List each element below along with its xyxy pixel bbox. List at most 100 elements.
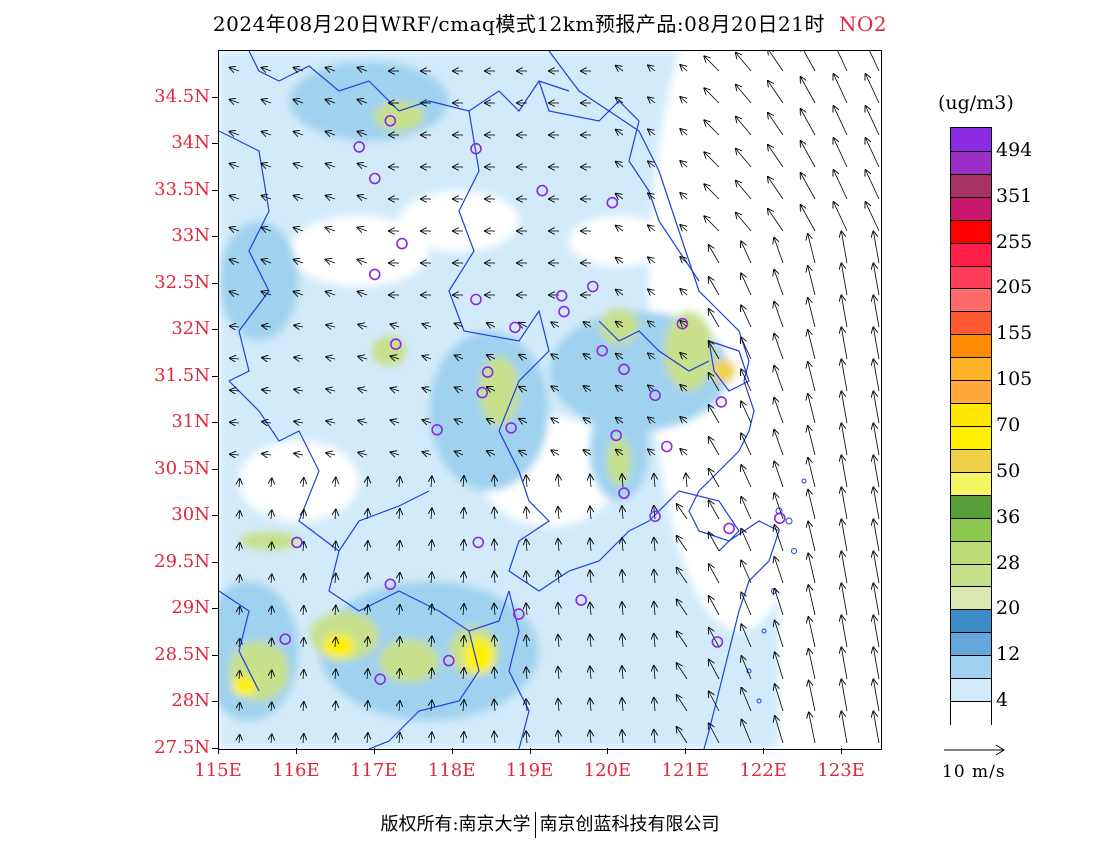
station-marker[interactable] [384,578,397,591]
wind-arrow [558,475,559,488]
station-marker[interactable] [606,196,619,209]
station-marker[interactable] [596,344,609,357]
wind-arrow [841,712,848,744]
station-marker[interactable] [512,608,525,620]
wind-arrow [704,88,720,104]
lon-tick-mark [763,748,765,754]
station-marker[interactable] [470,293,482,306]
station-marker[interactable] [369,172,381,185]
station-marker[interactable] [649,389,661,402]
wind-arrow [869,51,880,72]
station-marker[interactable] [715,396,728,408]
wind-arrow [558,731,559,744]
station-marker[interactable] [555,290,568,302]
wind-arrow [239,575,240,584]
hotspot [664,311,714,391]
peak-hotspot [464,638,494,674]
wind-arrow [494,540,495,552]
station-marker[interactable] [384,115,397,127]
wind-arrow [519,355,528,359]
wind-arrow [741,337,752,360]
wind-arrow [709,723,720,744]
station-marker[interactable] [575,594,588,606]
station-marker[interactable] [610,429,623,442]
station-marker[interactable] [369,268,381,281]
wind-arrow [358,325,368,328]
wind-arrow [551,322,560,327]
wind-arrow [736,149,752,168]
wind-arrow [271,638,272,648]
wind-arrow [616,162,624,167]
station-marker[interactable] [279,633,291,646]
wind-arrow [239,511,240,520]
lat-tick-label: 31.5N [154,364,210,386]
station-marker[interactable] [618,487,630,499]
station-marker[interactable] [481,366,494,378]
wind-arrow [873,360,880,392]
station-marker[interactable] [509,321,521,334]
wind-arrow [709,309,720,328]
wind-arrow [590,475,591,488]
map-canvas[interactable] [219,51,881,749]
colorbar-segment [951,403,991,428]
lat-tick-mark [212,748,218,749]
wind-arrow [262,326,272,327]
wind-arrow [834,138,848,168]
wind-arrow [303,478,304,488]
wind-arrow [809,713,816,744]
hotspot [239,531,299,551]
wind-arrow [294,292,304,295]
station-marker[interactable] [443,654,455,667]
station-marker[interactable] [536,184,549,197]
station-marker[interactable] [291,536,303,549]
wind-arrow [774,493,784,520]
station-marker[interactable] [374,673,386,686]
wind-arrow [423,388,432,391]
station-marker[interactable] [773,512,786,525]
monitoring-stations [279,115,786,686]
station-marker[interactable] [711,636,724,648]
station-marker[interactable] [723,522,735,535]
lon-tick-label: 116E [272,760,320,781]
wind-arrow [774,557,784,584]
station-marker[interactable] [390,338,402,351]
station-marker[interactable] [472,536,485,549]
colorbar-tick-label: 36 [996,505,1021,528]
wind-arrow [494,636,495,648]
wind-arrow [680,289,688,295]
station-marker[interactable] [618,363,630,376]
wind-arrow [741,656,752,680]
wind-arrow [358,453,368,456]
map-panel[interactable] [218,50,882,750]
station-marker[interactable] [396,237,408,250]
lat-tick-label: 28.5N [154,643,210,665]
ocean-edge-clean [649,51,829,631]
station-marker[interactable] [660,440,673,453]
wind-arrow [775,589,784,616]
station-marker[interactable] [505,422,517,434]
wind-arrow [526,731,527,744]
wind-arrow [709,245,720,264]
wind-arrow [866,138,880,168]
wind-arrow [399,605,400,616]
station-marker[interactable] [476,386,489,399]
wind-arrow [590,667,591,680]
wind-arrow [399,477,400,488]
station-marker[interactable] [676,317,689,330]
wind-arrow [741,624,752,648]
vector-reference-label: 10 m/s [942,762,1006,782]
wind-arrow [616,258,624,263]
wind-arrow [262,390,272,391]
lat-tick-label: 29.5N [154,550,210,572]
wind-arrow [271,478,272,488]
station-marker[interactable] [649,510,661,523]
wind-arrow [271,734,272,744]
station-marker[interactable] [586,280,599,293]
wind-arrow [774,270,784,296]
station-marker[interactable] [353,141,365,153]
station-marker[interactable] [558,305,570,318]
wind-arrow [494,732,495,744]
wind-arrow [230,100,240,103]
station-marker[interactable] [470,142,482,155]
station-marker[interactable] [431,423,443,436]
